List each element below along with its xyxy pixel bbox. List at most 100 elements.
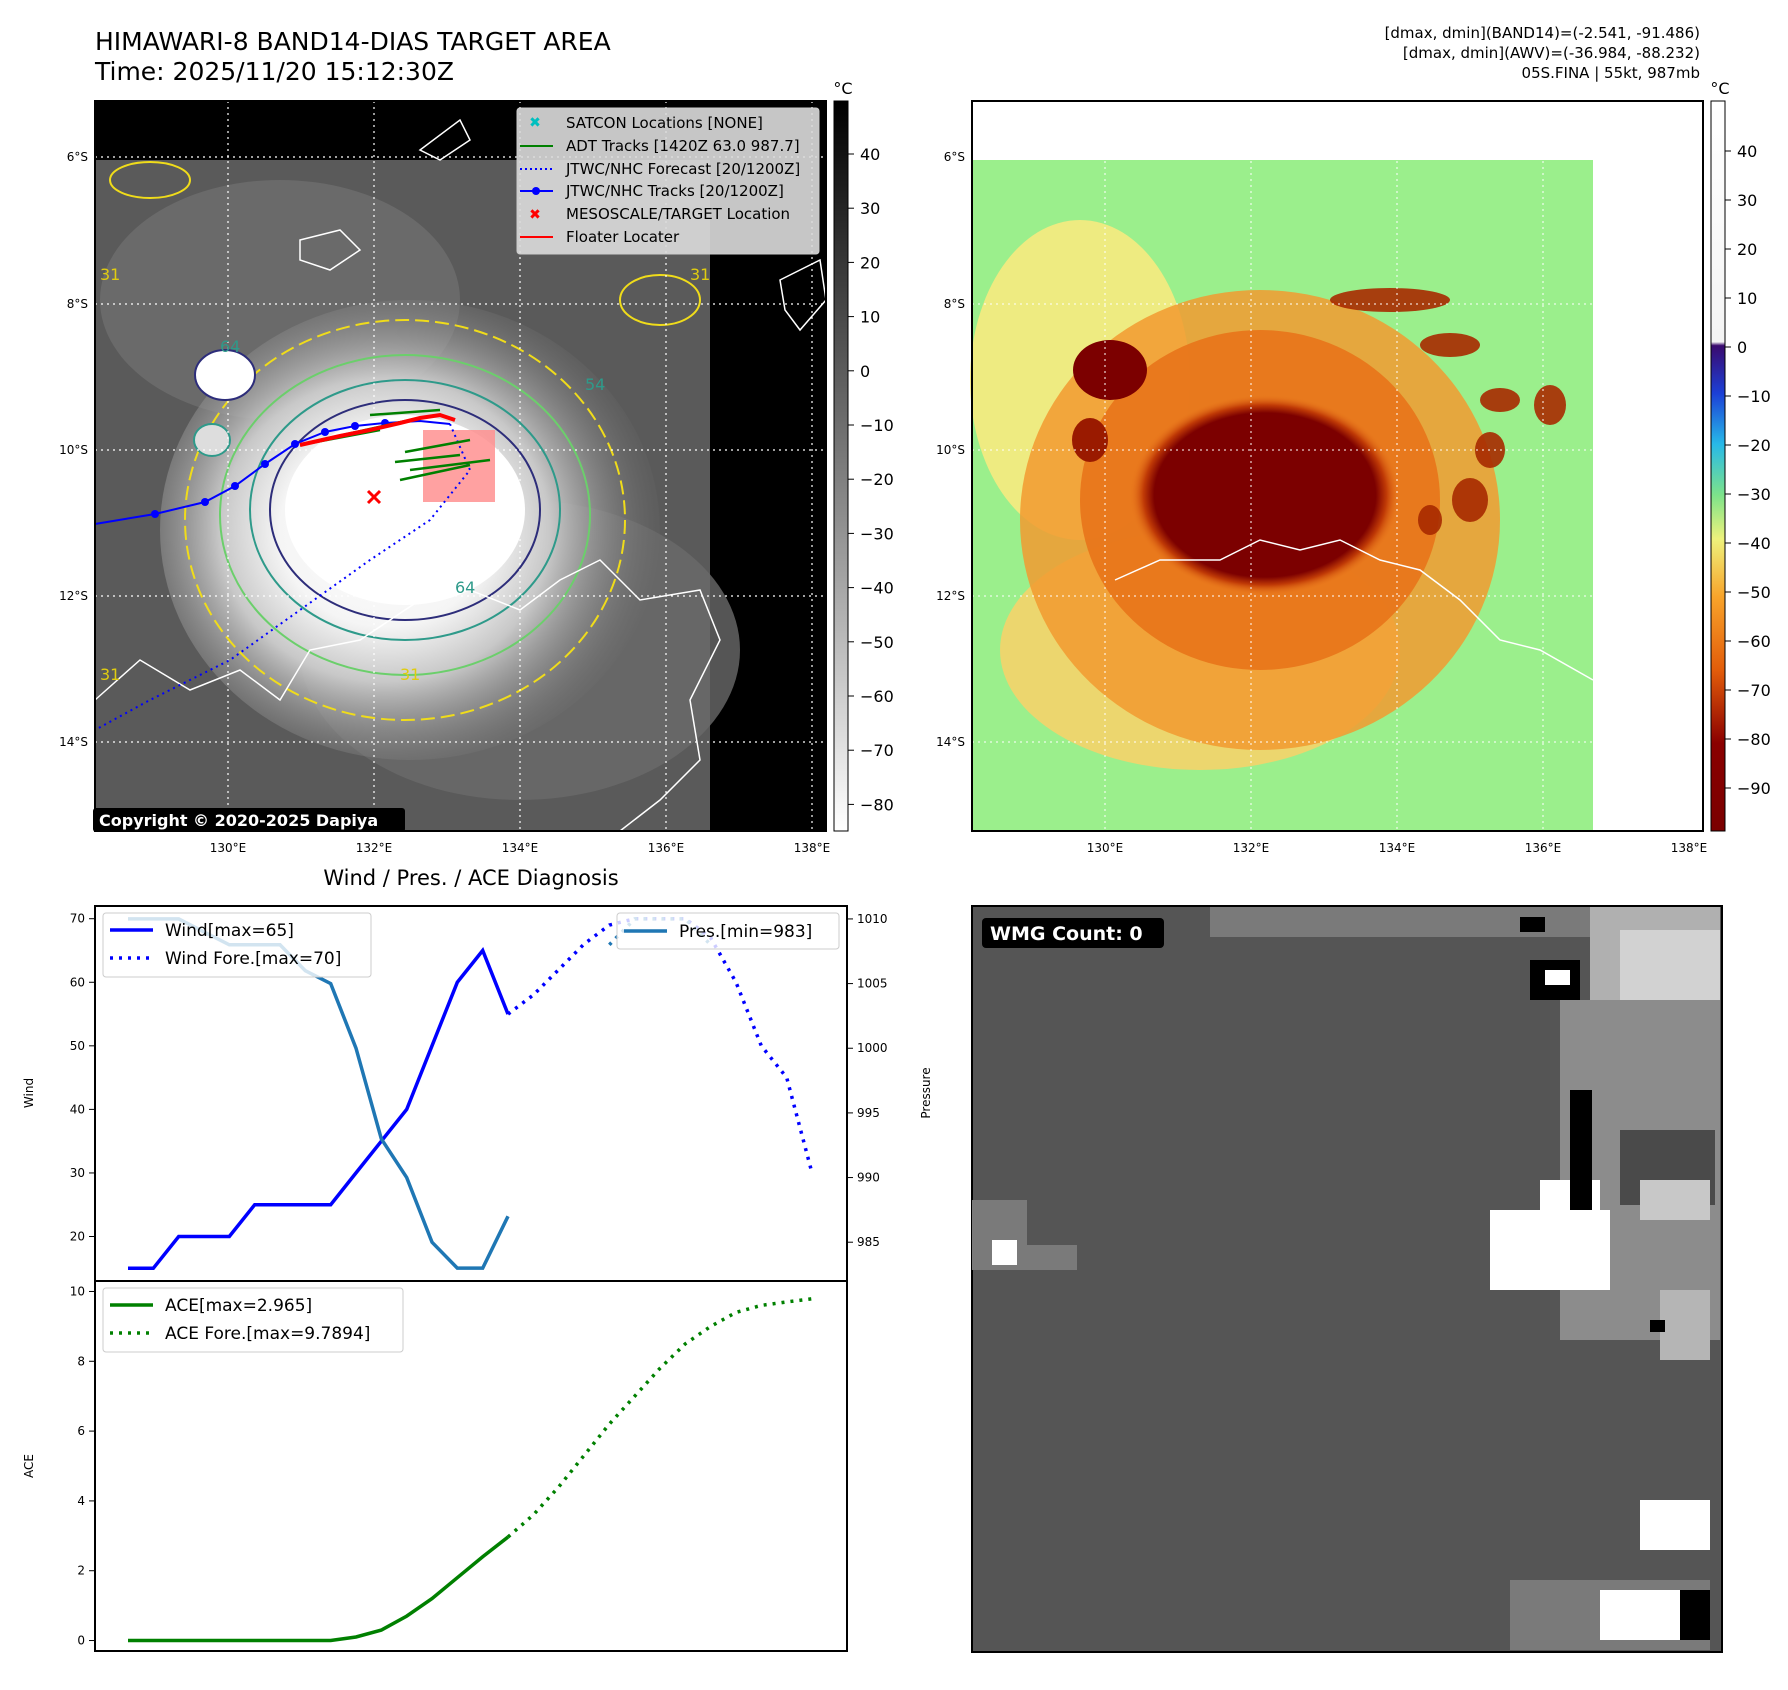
wmg-panel: WMG Count: 0 bbox=[971, 905, 1723, 1653]
awv-coastline bbox=[1114, 539, 1594, 681]
svg-text:31: 31 bbox=[100, 665, 120, 684]
ir-colorbar bbox=[833, 100, 849, 832]
svg-text:14°S: 14°S bbox=[936, 735, 965, 749]
y-tick-label: 985 bbox=[857, 1235, 880, 1249]
svg-text:136°E: 136°E bbox=[648, 841, 685, 855]
y-tick-label: 1000 bbox=[857, 1041, 888, 1055]
figure-title: HIMAWARI-8 BAND14-DIAS TARGET AREA bbox=[95, 27, 611, 56]
colorbar-tick-label: 10 bbox=[860, 308, 880, 327]
colorbar-tick-label: 0 bbox=[1737, 338, 1747, 357]
wmg-black-block bbox=[1570, 1090, 1592, 1210]
y-tick-label: 40 bbox=[70, 1102, 85, 1116]
legend-forecast: JTWC/NHC Forecast [20/1200Z] bbox=[565, 160, 800, 178]
ir-cell bbox=[109, 161, 191, 199]
diagnosis-title: Wind / Pres. / ACE Diagnosis bbox=[323, 866, 618, 890]
ace-y-ticks: 0 2 4 6 8 10 bbox=[70, 1284, 95, 1648]
wmg-black-block bbox=[1520, 917, 1545, 932]
colorbar-tick-label: −60 bbox=[1737, 632, 1771, 651]
wmg-black-block bbox=[1650, 1320, 1665, 1332]
y-tick-label: 50 bbox=[70, 1039, 85, 1053]
legend-pres: Pres.[min=983] bbox=[679, 922, 812, 942]
y-tick-label: 1010 bbox=[857, 912, 888, 926]
awv-colorbar-ticks: 40 30 20 10 0 −10 −20 −30 −40 −50 −60 −70 −80 −90 bbox=[1725, 142, 1771, 798]
wmg-gray-block bbox=[1027, 1245, 1077, 1270]
colorbar-tick-label: −80 bbox=[860, 795, 894, 814]
legend-wind: Wind[max=65] bbox=[165, 921, 294, 941]
svg-text:8°S: 8°S bbox=[944, 297, 965, 311]
jtwc-forecast-line bbox=[94, 423, 472, 731]
ir-map-frame bbox=[94, 100, 827, 832]
svg-text:12°S: 12°S bbox=[59, 589, 88, 603]
colorbar-tick-label: 30 bbox=[860, 199, 880, 218]
ace-legend-box bbox=[102, 1287, 404, 1353]
legend-track: JTWC/NHC Tracks [20/1200Z] bbox=[565, 182, 784, 200]
svg-text:31: 31 bbox=[100, 265, 120, 284]
wind-y-ticks: 20 30 40 50 60 70 bbox=[70, 912, 95, 1244]
svg-text:130°E: 130°E bbox=[210, 841, 247, 855]
y-tick-label: 4 bbox=[77, 1494, 85, 1508]
colorbar-tick-label: −40 bbox=[1737, 534, 1771, 553]
legend-ace-fore: ACE Fore.[max=9.7894] bbox=[165, 1324, 370, 1344]
awv-cell bbox=[1073, 340, 1147, 400]
pressure-y-ticks: 985 990 995 1000 1005 1010 bbox=[847, 912, 888, 1249]
series-line-observed bbox=[128, 947, 510, 1271]
ir-contour bbox=[269, 399, 541, 621]
wmg-white-block bbox=[1640, 1500, 1710, 1550]
colorbar-tick-label: −10 bbox=[1737, 387, 1771, 406]
colorbar-tick-label: −30 bbox=[1737, 485, 1771, 504]
colorbar-tick-label: −50 bbox=[860, 633, 894, 652]
svg-text:134°E: 134°E bbox=[1379, 841, 1416, 855]
legend-floater: Floater Locater bbox=[566, 228, 680, 246]
ir-lat-labels: 6°S 8°S 10°S 12°S 14°S bbox=[59, 150, 88, 749]
ir-island bbox=[418, 118, 471, 161]
ir-island bbox=[299, 229, 362, 271]
wind-axis-label: Wind bbox=[22, 1078, 36, 1108]
y-tick-label: 6 bbox=[77, 1424, 85, 1438]
svg-text:64: 64 bbox=[220, 337, 240, 356]
copyright-text: Copyright © 2020-2025 Dapiya bbox=[99, 811, 378, 830]
ir-cell bbox=[193, 423, 231, 457]
wmg-count-label: WMG Count: 0 bbox=[990, 923, 1143, 945]
svg-text:31: 31 bbox=[400, 665, 420, 684]
info-awv: [dmax, dmin](AWV)=(-36.984, -88.232) bbox=[1403, 44, 1700, 62]
ir-contour bbox=[219, 354, 591, 676]
ir-legend-box bbox=[516, 107, 820, 255]
y-tick-label: 0 bbox=[77, 1634, 85, 1648]
svg-text:132°E: 132°E bbox=[1233, 841, 1270, 855]
ir-contour bbox=[249, 379, 561, 641]
colorbar-tick-label: −80 bbox=[1737, 730, 1771, 749]
legend-track-dot bbox=[532, 187, 540, 195]
y-tick-label: 1005 bbox=[857, 977, 888, 991]
ir-coastline bbox=[94, 559, 721, 832]
wmg-light-block bbox=[1640, 1180, 1710, 1220]
y-tick-label: 20 bbox=[70, 1230, 85, 1244]
colorbar-tick-label: −20 bbox=[860, 470, 894, 489]
figure-time: Time: 2025/11/20 15:12:30Z bbox=[94, 57, 454, 86]
svg-text:138°E: 138°E bbox=[1671, 841, 1708, 855]
info-storm: 05S.FINA | 55kt, 987mb bbox=[1522, 64, 1700, 82]
ir-cell bbox=[619, 274, 701, 326]
mesoscale-target-marker bbox=[366, 489, 382, 505]
floater-track bbox=[299, 412, 456, 447]
colorbar-tick-label: −70 bbox=[1737, 681, 1771, 700]
colorbar-tick-label: −10 bbox=[860, 416, 894, 435]
colorbar-tick-label: −90 bbox=[1737, 779, 1771, 798]
colorbar-tick-label: −30 bbox=[860, 524, 894, 543]
pres-legend-box bbox=[616, 912, 840, 950]
colorbar-tick-label: −40 bbox=[860, 579, 894, 598]
wmg-white-block bbox=[1600, 1590, 1690, 1640]
ace-series bbox=[127, 1297, 813, 1643]
awv-cell bbox=[1072, 418, 1108, 462]
ace-axis-label: ACE bbox=[22, 1454, 36, 1478]
colorbar-tick-label: 20 bbox=[1737, 240, 1757, 259]
ir-lon-labels: 130°E 132°E 134°E 136°E 138°E bbox=[210, 841, 831, 855]
y-tick-label: 70 bbox=[70, 912, 85, 926]
awv-map-panel: 6°S 8°S 10°S 12°S 14°S 130°E 132°E 134°E… bbox=[936, 79, 1771, 855]
legend-wind-fore: Wind Fore.[max=70] bbox=[165, 949, 341, 969]
ir-contour-labels: 64 64 54 bbox=[220, 337, 605, 597]
svg-text:138°E: 138°E bbox=[794, 841, 831, 855]
copyright-box bbox=[93, 808, 405, 832]
y-tick-label: 30 bbox=[70, 1166, 85, 1180]
ir-coastline-east bbox=[779, 258, 827, 332]
